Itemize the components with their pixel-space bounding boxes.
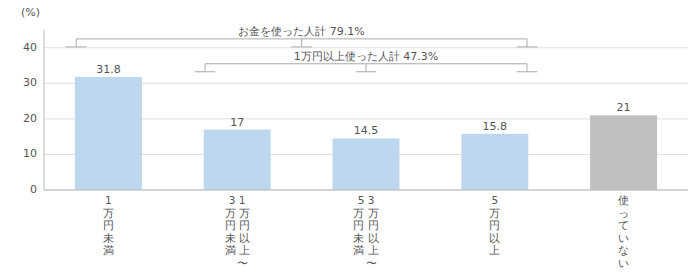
annotations: お金を使った人計 79.1% 1万円以上使った人計 47.3% xyxy=(66,25,537,72)
x-tick-label: 3 1万 万円 円未 以満 上 〜 xyxy=(225,194,250,269)
brace-label: お金を使った人計 79.1% xyxy=(238,25,364,38)
grid-line xyxy=(44,47,688,48)
x-tick-label: 5 3万 万円 円未 以満 上 〜 xyxy=(353,194,378,269)
y-tick-label: 40 xyxy=(23,41,37,54)
data-label: 14.5 xyxy=(354,124,379,137)
brace xyxy=(195,64,538,72)
data-label: 31.8 xyxy=(96,63,121,76)
bar xyxy=(590,115,657,190)
y-axis-label: (%) xyxy=(21,6,40,19)
y-tick-label: 20 xyxy=(23,112,37,125)
data-label: 15.8 xyxy=(483,120,508,133)
bar xyxy=(461,134,528,190)
y-axis-line xyxy=(44,30,45,190)
bar xyxy=(204,130,271,190)
x-tick-labels: 1万円未満 3 1万 万円 円未 以満 上 〜 5 3万 万円 円未 以満 上 〜 5… xyxy=(103,194,629,269)
bar xyxy=(75,77,142,190)
y-tick-label: 10 xyxy=(23,147,37,160)
y-grid xyxy=(44,48,688,190)
y-tick-label: 30 xyxy=(23,76,37,89)
data-labels: 31.8 17 14.5 15.8 21 xyxy=(96,63,630,138)
brace xyxy=(66,39,537,47)
bar xyxy=(333,138,400,190)
grid-line xyxy=(44,190,688,191)
x-tick-label: 使っていない xyxy=(618,194,629,269)
brace-label: 1万円以上使った人計 47.3% xyxy=(294,50,438,63)
data-label: 17 xyxy=(230,116,244,129)
x-axis-line xyxy=(44,190,688,191)
data-label: 21 xyxy=(617,101,631,114)
x-tick-label: 5万円以上 xyxy=(489,194,500,256)
bars xyxy=(75,77,657,190)
x-tick-label: 1万円未満 xyxy=(103,194,114,256)
y-tick-label: 0 xyxy=(30,183,37,196)
chart-container: 0 10 20 30 40 (%) 31.8 17 14.5 15.8 21 1万円未満 3 1万 万円… xyxy=(0,0,700,274)
chart-svg: 0 10 20 30 40 (%) 31.8 17 14.5 15.8 21 1万円未満 3 1万 万円… xyxy=(0,0,700,274)
y-ticks: 0 10 20 30 40 xyxy=(23,41,37,196)
